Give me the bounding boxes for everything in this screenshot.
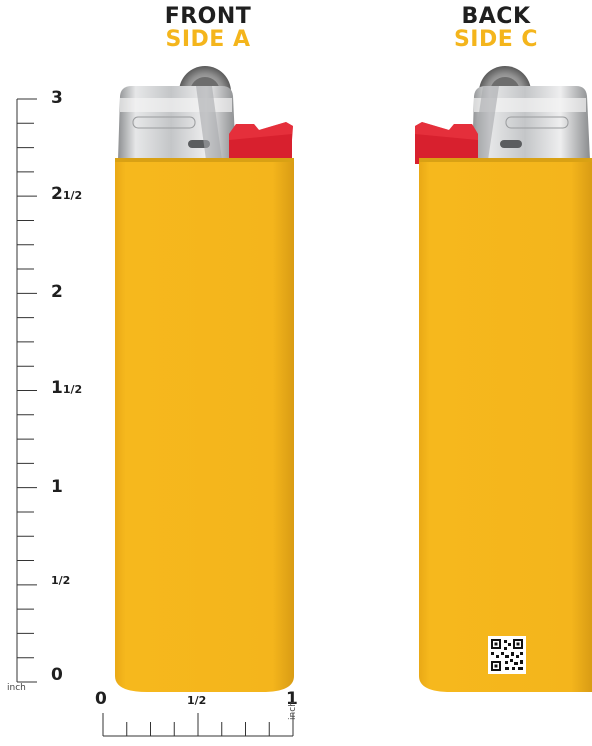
vruler-label-1-2: 1/2 [51,574,71,587]
vruler-label-3: 3 [51,88,63,108]
hruler-label-1: 1 [286,689,298,709]
body-rim [115,158,294,162]
push-button-highlight [415,122,478,140]
hruler-unit: inch [288,701,298,720]
front-subheading: SIDE A [165,27,251,52]
hood-highlight [474,98,586,112]
vruler-label-2-1-2: 21/2 [51,184,83,204]
front-lighter [115,66,294,692]
hood-fork [196,86,222,160]
front-title: FRONT SIDE A [128,5,288,51]
back-subheading: SIDE C [453,27,539,52]
lighter-body [115,158,294,692]
push-button-highlight [229,122,293,140]
back-lighter [415,66,592,692]
vruler-label-0: 0 [51,665,63,685]
qr-code-icon [488,636,526,674]
lighter-body [419,158,592,692]
vruler-label-1-1-2: 11/2 [51,378,83,398]
vruler-label-1: 1 [51,477,63,497]
front-heading: FRONT [164,4,252,29]
vruler-label-2: 2 [51,282,63,302]
hood-slot [500,140,522,148]
vertical-ruler [16,98,37,683]
hood-fork [472,86,499,160]
hood-emboss [505,116,569,129]
vruler-unit: inch [7,683,26,693]
back-title: BACK SIDE C [416,5,576,51]
hruler-label-1-2: 1/2 [187,694,207,707]
horizontal-ruler [102,713,294,737]
back-heading: BACK [461,4,531,29]
body-rim [419,158,592,162]
hood-emboss [132,116,196,129]
hruler-label-0: 0 [95,689,107,709]
